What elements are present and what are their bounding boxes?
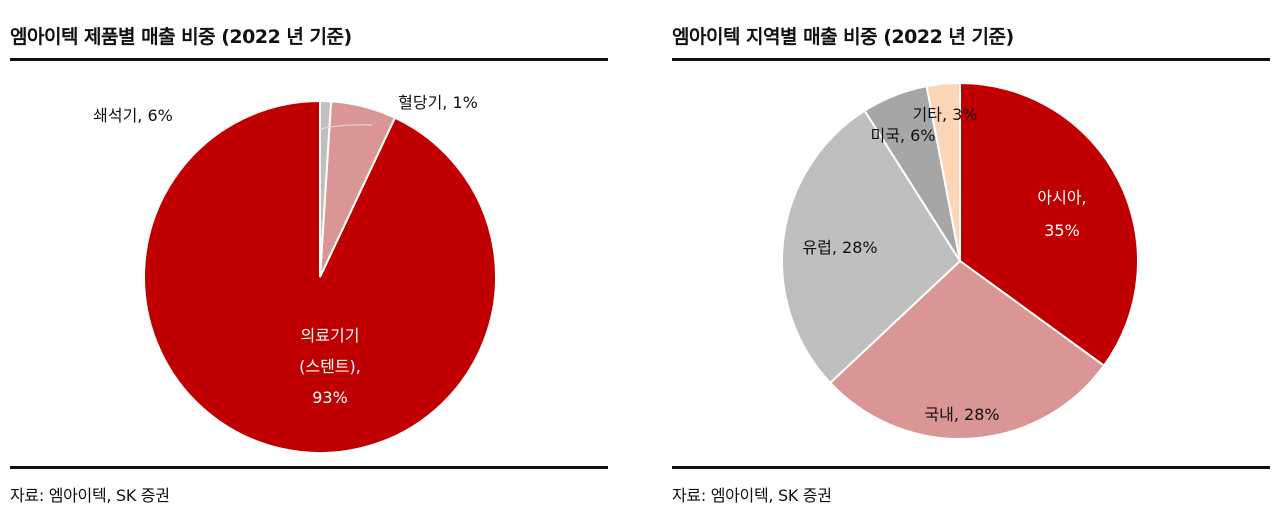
slice-label: 아시아, 35% <box>1037 188 1086 240</box>
region-chart-source: 자료: 엠아이텍, SK 증권 <box>672 486 832 505</box>
product-pie-chart: 의료기기 (스텐트), 93% 쇄석기, 6% 혈당기, 1% <box>93 93 497 454</box>
title-divider <box>672 58 1270 61</box>
region-chart-panel: 엠아이텍 지역별 매출 비중 (2022 년 기준) 아시아, 35% 국내, 28… <box>662 0 1274 511</box>
pie-slice <box>781 109 962 385</box>
slice-label: 미국, 6% <box>871 126 936 145</box>
slice-label: 의료기기 (스텐트), 93% <box>299 326 361 407</box>
pie-slice <box>143 99 497 454</box>
region-chart-title: 엠아이텍 지역별 매출 비중 (2022 년 기준) <box>672 26 1014 48</box>
leader-line <box>319 124 373 130</box>
slice-label: 기타, 3% <box>913 105 978 124</box>
product-chart-title: 엠아이텍 제품별 매출 비중 (2022 년 기준) <box>10 26 352 48</box>
pie-slice <box>828 259 1106 440</box>
product-chart-panel: 엠아이텍 제품별 매출 비중 (2022 년 기준) 의료기기 (스텐트), 93%… <box>0 0 612 511</box>
title-divider <box>10 58 608 61</box>
slice-label: 혈당기, 1% <box>398 93 478 112</box>
source-divider <box>10 466 608 469</box>
pie-slice <box>959 81 1139 368</box>
pie-slice <box>319 99 333 278</box>
pie-slice <box>925 81 961 262</box>
region-pie-chart: 아시아, 35% 국내, 28% 유럽, 28% 미국, 6% 기타, 3% <box>781 81 1139 440</box>
slice-label: 쇄석기, 6% <box>93 106 173 125</box>
slice-label: 유럽, 28% <box>802 238 877 257</box>
product-chart-source: 자료: 엠아이텍, SK 증권 <box>10 486 170 505</box>
source-divider <box>672 466 1270 469</box>
slice-label: 국내, 28% <box>924 405 999 424</box>
